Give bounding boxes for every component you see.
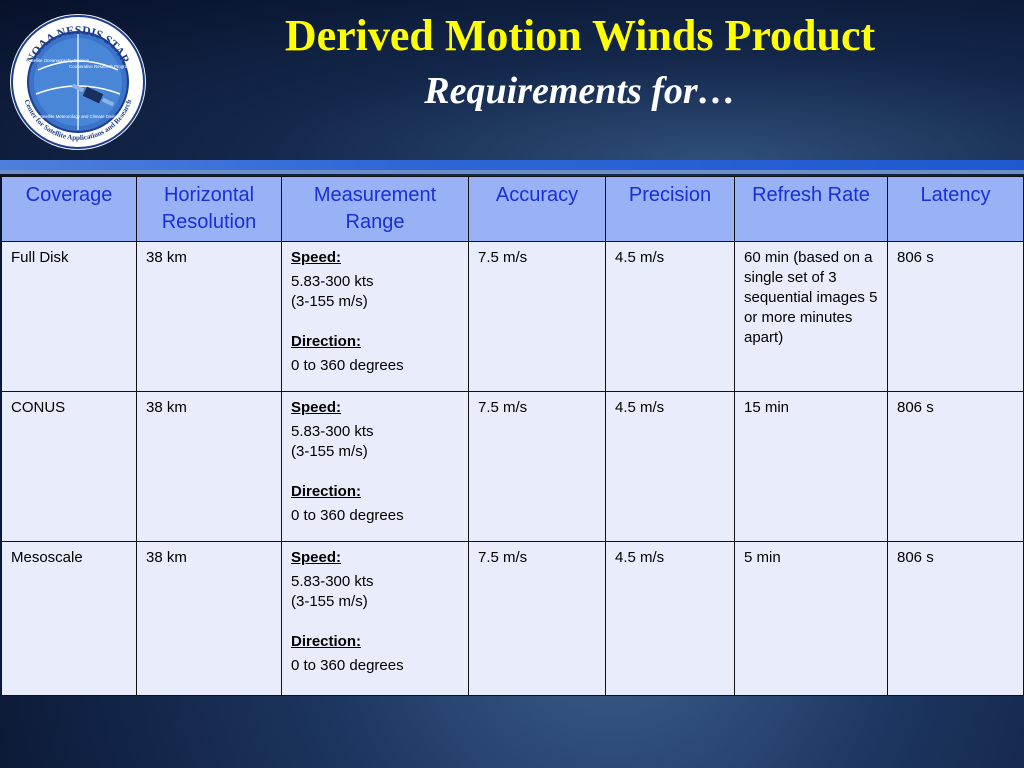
cell-latency: 806 s	[887, 241, 1024, 392]
cell-precision: 4.5 m/s	[605, 391, 735, 542]
noaa-nesdis-star-logo: NOAA NESDIS STAR Center for Satellite Ap…	[10, 14, 146, 150]
direction-value: 0 to 360 degrees	[291, 357, 404, 374]
header-coverage: Coverage	[1, 176, 137, 242]
cell-coverage: Mesoscale	[1, 541, 137, 696]
speed-kts: 5.83-300 kts	[291, 273, 374, 290]
direction-label: Direction:	[291, 333, 362, 350]
cell-resolution: 38 km	[136, 391, 282, 542]
svg-text:Satellite Meteorology and Clim: Satellite Meteorology and Climate Divisi…	[39, 114, 122, 119]
cell-resolution: 38 km	[136, 541, 282, 696]
cell-latency: 806 s	[887, 541, 1024, 696]
speed-ms: (3-155 m/s)	[291, 593, 368, 610]
cell-precision: 4.5 m/s	[605, 541, 735, 696]
slide-subtitle: Requirements for…	[424, 70, 736, 112]
slide-title: Derived Motion Winds Product	[284, 11, 876, 60]
slide-header: NOAA NESDIS STAR Center for Satellite Ap…	[0, 0, 1024, 160]
accent-bar-secondary	[0, 170, 1024, 174]
cell-accuracy: 7.5 m/s	[468, 391, 606, 542]
speed-label: Speed:	[291, 249, 342, 266]
speed-label: Speed:	[291, 399, 342, 416]
cell-coverage: CONUS	[1, 391, 137, 542]
header-latency: Latency	[887, 176, 1024, 242]
header-refresh-rate: Refresh Rate	[734, 176, 888, 242]
direction-value: 0 to 360 degrees	[291, 657, 404, 674]
cell-latency: 806 s	[887, 391, 1024, 542]
direction-label: Direction:	[291, 483, 362, 500]
table-row: CONUS 38 km Speed: 5.83-300 kts (3-155 m…	[1, 391, 1024, 542]
table-header-row: Coverage Horizontal Resolution Measureme…	[1, 176, 1024, 242]
speed-ms: (3-155 m/s)	[291, 443, 368, 460]
svg-text:Satellite Oceanography Divisio: Satellite Oceanography Division	[27, 58, 90, 63]
cell-measurement-range: Speed: 5.83-300 kts (3-155 m/s) Directio…	[281, 391, 469, 542]
cell-accuracy: 7.5 m/s	[468, 541, 606, 696]
direction-label: Direction:	[291, 633, 362, 650]
cell-refresh-rate: 15 min	[734, 391, 888, 542]
speed-label: Speed:	[291, 549, 342, 566]
table-row: Mesoscale 38 km Speed: 5.83-300 kts (3-1…	[1, 541, 1024, 696]
table-row: Full Disk 38 km Speed: 5.83-300 kts (3-1…	[1, 241, 1024, 392]
speed-kts: 5.83-300 kts	[291, 573, 374, 590]
header-horizontal-resolution: Horizontal Resolution	[136, 176, 282, 242]
accent-bar	[0, 160, 1024, 170]
cell-measurement-range: Speed: 5.83-300 kts (3-155 m/s) Directio…	[281, 541, 469, 696]
svg-text:Cooperative Research Program: Cooperative Research Program	[69, 64, 131, 69]
cell-precision: 4.5 m/s	[605, 241, 735, 392]
requirements-table: Coverage Horizontal Resolution Measureme…	[1, 176, 1024, 696]
cell-resolution: 38 km	[136, 241, 282, 392]
speed-ms: (3-155 m/s)	[291, 293, 368, 310]
direction-value: 0 to 360 degrees	[291, 507, 404, 524]
header-accuracy: Accuracy	[468, 176, 606, 242]
header-precision: Precision	[605, 176, 735, 242]
cell-refresh-rate: 60 min (based on a single set of 3 seque…	[734, 241, 888, 392]
cell-coverage: Full Disk	[1, 241, 137, 392]
header-measurement-range: Measurement Range	[281, 176, 469, 242]
cell-refresh-rate: 5 min	[734, 541, 888, 696]
cell-accuracy: 7.5 m/s	[468, 241, 606, 392]
speed-kts: 5.83-300 kts	[291, 423, 374, 440]
cell-measurement-range: Speed: 5.83-300 kts (3-155 m/s) Directio…	[281, 241, 469, 392]
